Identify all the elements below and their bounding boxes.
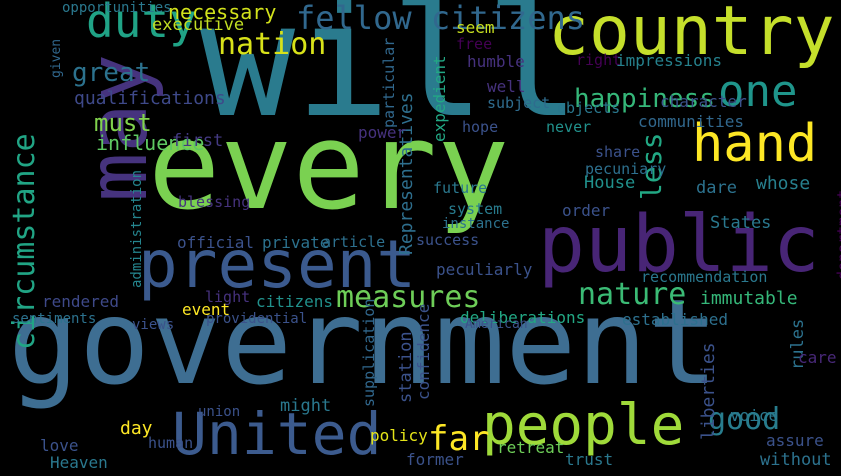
word-success: success — [416, 231, 480, 249]
word-station: station — [396, 331, 416, 403]
word-administration: administration — [129, 169, 145, 288]
word-government: government — [8, 273, 719, 411]
word-confidence: confidence — [414, 303, 433, 400]
word-great: great — [72, 58, 151, 88]
word-every: every — [148, 98, 510, 237]
word-department: department — [834, 189, 841, 280]
word-system: system — [448, 200, 503, 218]
word-given: given — [49, 38, 64, 78]
word-event: event — [182, 300, 231, 319]
word-whose: whose — [756, 173, 811, 194]
word-pecuniary: pecuniary — [585, 160, 667, 178]
word-fellow-citizens: fellow citizens — [296, 0, 585, 37]
word-sentiments: sentiments — [12, 311, 97, 327]
word-policy: policy — [370, 426, 428, 445]
word-duty: duty — [86, 0, 197, 48]
word-share: share — [595, 143, 641, 161]
word-liberties: liberties — [698, 342, 719, 440]
word-citizens: citizens — [256, 292, 334, 311]
word-established: established — [622, 310, 728, 329]
word-expedient: expedient — [430, 55, 449, 142]
word-love: love — [40, 436, 79, 455]
word-union: union — [198, 404, 241, 420]
word-future: future — [433, 179, 488, 197]
word-humble: humble — [467, 52, 525, 71]
word-blessing: blessing — [178, 193, 251, 211]
word-happiness: happiness — [574, 84, 715, 114]
word-present: present — [138, 226, 417, 303]
word-assure: assure — [766, 431, 824, 450]
word-voice: voice — [730, 406, 779, 425]
word-nature: nature — [578, 277, 687, 312]
word-objects: objects — [557, 99, 621, 117]
word-right: right — [576, 51, 622, 69]
word-states: States — [710, 213, 772, 233]
word-communities: communities — [638, 112, 744, 131]
word-well: well — [487, 77, 526, 96]
word-united: United — [172, 400, 382, 468]
word-deliberations: deliberations — [460, 308, 586, 327]
word-former: former — [406, 450, 464, 469]
word-private: private — [262, 233, 330, 252]
word-house: House — [584, 173, 636, 193]
word-rendered: rendered — [42, 292, 120, 311]
word-human: human — [148, 434, 194, 452]
word-care: care — [798, 348, 837, 367]
word-opportunities: opportunities — [62, 0, 172, 16]
word-qualifications: qualifications — [74, 88, 226, 109]
word-recommendation: recommendation — [641, 268, 768, 286]
word-immutable: immutable — [700, 288, 798, 309]
word-power: power — [358, 123, 407, 142]
word-free: free — [456, 35, 493, 53]
word-influence: influence — [96, 131, 205, 155]
word-hand: hand — [692, 114, 818, 174]
word-order: order — [562, 201, 611, 220]
word-peculiarly: peculiarly — [436, 260, 533, 279]
word-impressions: impressions — [616, 51, 722, 70]
word-instance: instance — [442, 216, 510, 232]
word-subject: subject — [487, 94, 551, 112]
word-providential: providential — [206, 311, 308, 327]
word-public: public — [538, 200, 820, 290]
word-views: views — [132, 317, 175, 333]
word-retreat: retreat — [497, 438, 565, 457]
word-first: first — [172, 131, 224, 151]
word-good: good — [708, 402, 781, 437]
word-might: might — [280, 396, 332, 416]
word-one: one — [718, 66, 798, 117]
word-representatives: Representatives — [396, 92, 417, 255]
word-nation: nation — [218, 27, 327, 62]
word-trust: trust — [565, 450, 614, 469]
word-people: people — [482, 393, 685, 458]
word-supplication: supplication — [360, 298, 378, 407]
word-official: official — [177, 233, 255, 252]
word-measures: measures — [336, 280, 481, 315]
word-necessary: necessary — [168, 0, 277, 24]
word-country: country — [548, 0, 835, 71]
word-will: will — [200, 0, 581, 153]
word-light: light — [205, 288, 251, 306]
word-character: character — [660, 92, 747, 111]
word-never: never — [546, 118, 592, 136]
word-far: far — [428, 419, 490, 459]
word-heaven: Heaven — [50, 453, 108, 472]
word-day: day — [120, 418, 153, 439]
word-seem: seem — [456, 18, 495, 37]
word-hope: hope — [462, 118, 499, 136]
word-dare: dare — [696, 178, 737, 198]
word-article: article — [322, 233, 386, 251]
word-particular: particular — [380, 37, 398, 128]
word-american: American — [465, 317, 528, 332]
word-without: without — [760, 450, 832, 470]
word-must: must — [94, 109, 152, 137]
word-executive: executive — [152, 15, 245, 35]
